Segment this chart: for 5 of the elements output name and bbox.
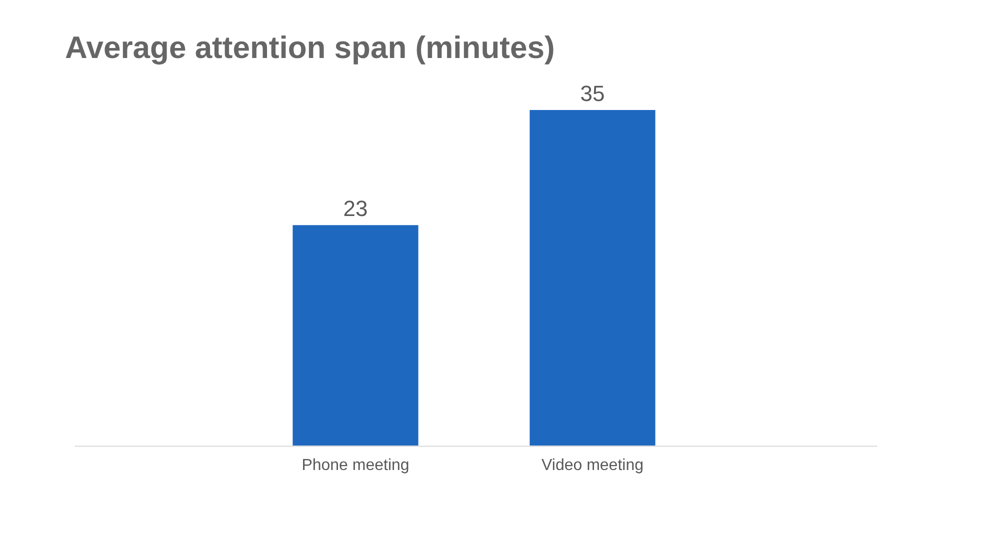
x-tick-label: Phone meeting (302, 456, 410, 474)
data-label: 23 (343, 196, 368, 222)
data-label: 35 (580, 81, 605, 106)
x-tick-label: Video meeting (542, 456, 644, 474)
chart-title: Average attention span (minutes) (65, 30, 555, 66)
